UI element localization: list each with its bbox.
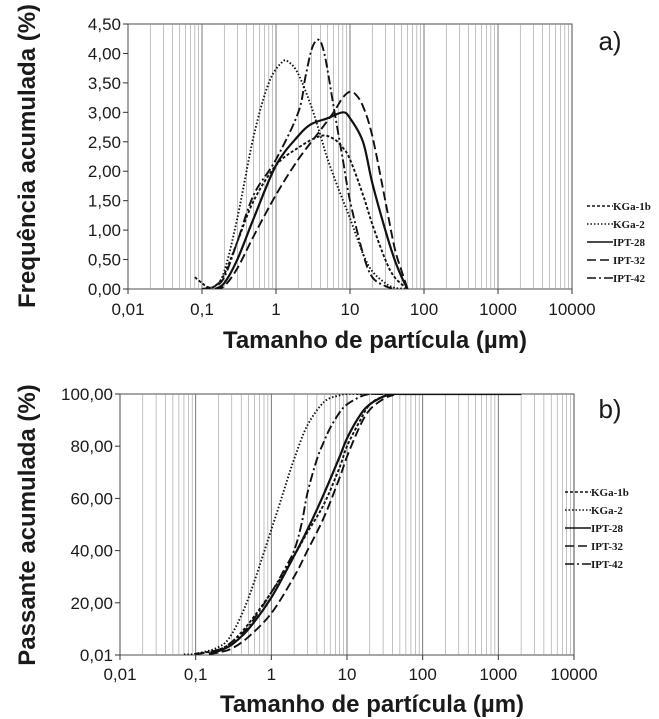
y-axis-title: Passante acumulada (%)	[14, 384, 41, 665]
legend-label: KGa-1b	[591, 487, 629, 499]
y-tick-label: 0,00	[88, 280, 121, 299]
series-line-ipt-32	[214, 90, 409, 289]
y-tick-label: 3,00	[88, 103, 121, 122]
y-tick-label: 20,00	[70, 594, 113, 613]
series-line-kga-1b	[194, 134, 409, 289]
x-tick-label: 1000	[479, 665, 517, 684]
y-tick-label: 2,00	[88, 162, 121, 181]
series-line-kga-2	[201, 59, 408, 289]
y-tick-label: 1,00	[88, 221, 121, 240]
y-tick-label: 60,00	[70, 489, 113, 508]
x-tick-label: 1	[267, 665, 276, 684]
x-tick-label: 10000	[550, 665, 597, 684]
legend-label: IPT-32	[591, 541, 623, 553]
legend-label: IPT-28	[591, 523, 623, 535]
legend-label: IPT-42	[613, 273, 645, 285]
legend: KGa-1b KGa-2 IPT-28 IPT-32 IPT-42	[587, 201, 651, 285]
series-line-ipt-42	[201, 38, 395, 289]
legend: KGa-1b KGa-2 IPT-28 IPT-32 IPT-42	[565, 487, 629, 571]
y-tick-label: 1,50	[88, 192, 121, 211]
x-tick-label: 0,01	[111, 300, 144, 319]
x-axis-title: Tamanho de partícula (µm)	[223, 327, 527, 354]
legend-label: IPT-32	[613, 255, 645, 267]
chart-panel-a: 0,00 0,50 1,00 1,50 2,00 2,50 3,00 3,50 4,00 4,50…	[14, 4, 651, 354]
series-group	[183, 394, 522, 655]
panel-label: a)	[598, 26, 621, 56]
chart-panel-b: 0,01 20,00 40,00 60,00 80,00 100,00 0,01 0,1 1 10…	[14, 384, 629, 718]
y-tick-label: 4,50	[88, 15, 121, 34]
x-tick-label: 100	[410, 300, 438, 319]
series-line-ipt-42	[195, 394, 522, 655]
x-tick-label: 0,01	[103, 665, 136, 684]
x-tick-label: 100	[408, 665, 436, 684]
legend-label: KGa-1b	[613, 201, 651, 213]
log-gridlines	[142, 394, 571, 655]
log-gridlines	[149, 24, 569, 289]
series-group	[194, 38, 409, 289]
x-axis-title: Tamanho de partícula (µm)	[220, 691, 524, 718]
x-tick-label: 1	[271, 300, 280, 319]
legend-label: IPT-28	[613, 237, 645, 249]
legend-label: IPT-42	[591, 559, 623, 571]
y-axis-title: Frequência acumulada (%)	[14, 4, 41, 308]
y-tick-label: 0,50	[88, 251, 121, 270]
x-tick-label: 0,1	[190, 300, 214, 319]
y-tick-label: 2,50	[88, 133, 121, 152]
x-tick-label: 10000	[548, 300, 595, 319]
y-tick-label: 0,01	[80, 646, 113, 665]
y-tick-label: 4,00	[88, 44, 121, 63]
y-tick-label: 80,00	[70, 437, 113, 456]
series-line-ipt-32	[208, 394, 522, 655]
y-tick-label: 3,50	[88, 74, 121, 93]
x-tick-label: 10	[341, 300, 360, 319]
panel-label: b)	[598, 394, 621, 424]
x-tick-label: 1000	[479, 300, 517, 319]
x-tick-label: 10	[338, 665, 357, 684]
series-line-kga-2	[183, 394, 522, 655]
y-tick-label: 100,00	[61, 385, 113, 404]
x-tick-label: 0,1	[184, 665, 208, 684]
legend-label: KGa-2	[613, 219, 645, 231]
y-tick-label: 40,00	[70, 542, 113, 561]
legend-label: KGa-2	[591, 505, 623, 517]
